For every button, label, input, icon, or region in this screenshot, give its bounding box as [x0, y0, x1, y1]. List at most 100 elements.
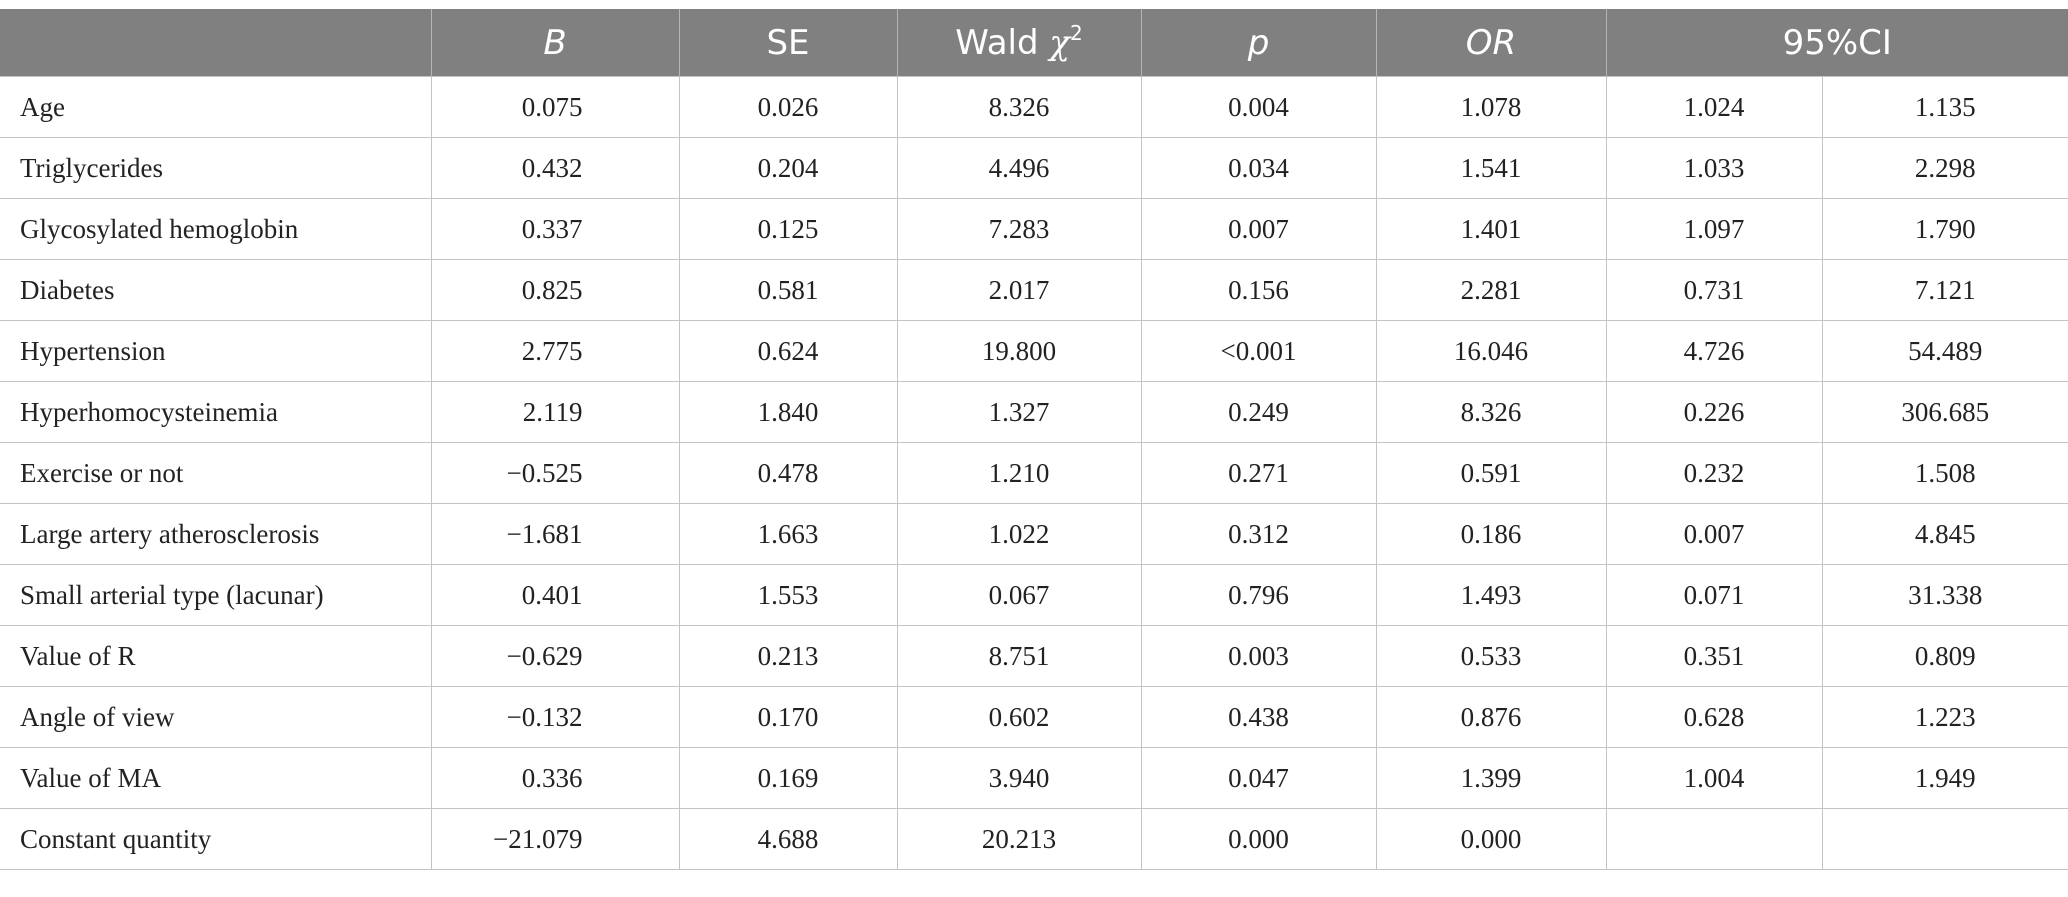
cell-se: 0.169 [678, 747, 898, 809]
header-wald-chi: χ [1049, 22, 1070, 63]
cell-se: 0.170 [678, 686, 898, 748]
cell-b: 0.075 [430, 76, 680, 138]
row-label: Glycosylated hemoglobin [0, 198, 432, 260]
row-label: Exercise or not [0, 442, 432, 504]
table-row: Value of MA 0.336 0.169 3.940 0.047 1.399 1.00… [0, 747, 2068, 809]
cell-wald: 8.326 [896, 76, 1142, 138]
cell-or: 1.399 [1375, 747, 1607, 809]
row-label: Angle of view [0, 686, 432, 748]
cell-wald: 1.210 [896, 442, 1142, 504]
row-label: Triglycerides [0, 137, 432, 199]
cell-p: 0.003 [1140, 625, 1377, 687]
cell-se: 0.213 [678, 625, 898, 687]
cell-wald: 3.940 [896, 747, 1142, 809]
header-ci: 95%CI [1606, 9, 2068, 77]
row-label: Constant quantity [0, 808, 432, 870]
table-row: Exercise or not −0.525 0.478 1.210 0.271 0.59… [0, 442, 2068, 504]
cell-wald: 8.751 [896, 625, 1142, 687]
cell-se: 0.204 [678, 137, 898, 199]
cell-se: 1.840 [678, 381, 898, 443]
header-or: OR [1376, 9, 1607, 77]
table-row: Angle of view −0.132 0.170 0.602 0.438 0.876 0… [0, 686, 2068, 748]
cell-b: 0.432 [430, 137, 680, 199]
cell-ci-high: 1.508 [1821, 442, 2068, 504]
row-label: Diabetes [0, 259, 432, 321]
header-b: B [431, 9, 680, 77]
cell-ci-low: 0.731 [1605, 259, 1823, 321]
row-label: Hyperhomocysteinemia [0, 381, 432, 443]
cell-ci-high: 1.223 [1821, 686, 2068, 748]
header-p: p [1141, 9, 1377, 77]
cell-p: 0.312 [1140, 503, 1377, 565]
cell-b: −0.629 [430, 625, 680, 687]
cell-or: 0.000 [1375, 808, 1607, 870]
header-wald-prefix: Wald [955, 22, 1050, 63]
row-label: Value of R [0, 625, 432, 687]
cell-wald: 2.017 [896, 259, 1142, 321]
row-label: Value of MA [0, 747, 432, 809]
row-label: Large artery atherosclerosis [0, 503, 432, 565]
cell-p: <0.001 [1140, 320, 1377, 382]
row-label: Small arterial type (lacunar) [0, 564, 432, 626]
cell-ci-low: 0.232 [1605, 442, 1823, 504]
cell-se: 0.624 [678, 320, 898, 382]
header-row: B SE Wald χ2 p OR 95%CI [0, 9, 2068, 77]
cell-ci-low: 0.628 [1605, 686, 1823, 748]
cell-wald: 1.022 [896, 503, 1142, 565]
cell-ci-low [1605, 808, 1823, 870]
cell-ci-high: 31.338 [1821, 564, 2068, 626]
cell-b: 2.119 [430, 381, 680, 443]
cell-se: 0.478 [678, 442, 898, 504]
cell-wald: 19.800 [896, 320, 1142, 382]
header-wald-sup: 2 [1070, 20, 1083, 45]
cell-ci-low: 0.226 [1605, 381, 1823, 443]
cell-p: 0.438 [1140, 686, 1377, 748]
cell-p: 0.007 [1140, 198, 1377, 260]
table-row: Triglycerides 0.432 0.204 4.496 0.034 1.541 1.… [0, 137, 2068, 199]
cell-or: 1.078 [1375, 76, 1607, 138]
cell-b: 2.775 [430, 320, 680, 382]
table-row: Glycosylated hemoglobin 0.337 0.125 7.283 0.… [0, 198, 2068, 260]
cell-se: 0.125 [678, 198, 898, 260]
table-row: Small arterial type (lacunar) 0.401 1.553 0… [0, 564, 2068, 626]
cell-b: −0.525 [430, 442, 680, 504]
cell-ci-low: 1.004 [1605, 747, 1823, 809]
cell-p: 0.796 [1140, 564, 1377, 626]
cell-b: −1.681 [430, 503, 680, 565]
cell-p: 0.034 [1140, 137, 1377, 199]
cell-ci-high: 1.135 [1821, 76, 2068, 138]
cell-ci-high: 7.121 [1821, 259, 2068, 321]
header-se: SE [679, 9, 898, 77]
table-row: Value of R −0.629 0.213 8.751 0.003 0.533 0.35… [0, 625, 2068, 687]
cell-ci-low: 1.033 [1605, 137, 1823, 199]
cell-wald: 0.067 [896, 564, 1142, 626]
cell-se: 1.663 [678, 503, 898, 565]
table-row: Hyperhomocysteinemia 2.119 1.840 1.327 0.249… [0, 381, 2068, 443]
table-body: Age 0.075 0.026 8.326 0.004 1.078 1.024 1.135 Tr… [0, 76, 2068, 870]
cell-b: −21.079 [430, 808, 680, 870]
table-row: Age 0.075 0.026 8.326 0.004 1.078 1.024 1.135 [0, 76, 2068, 138]
cell-or: 0.186 [1375, 503, 1607, 565]
cell-ci-high [1821, 808, 2068, 870]
cell-ci-low: 0.007 [1605, 503, 1823, 565]
cell-se: 1.553 [678, 564, 898, 626]
table-row: Hypertension 2.775 0.624 19.800 <0.001 16.046… [0, 320, 2068, 382]
cell-ci-high: 306.685 [1821, 381, 2068, 443]
cell-b: −0.132 [430, 686, 680, 748]
cell-b: 0.401 [430, 564, 680, 626]
header-wald: Wald χ2 [897, 9, 1142, 77]
cell-b: 0.336 [430, 747, 680, 809]
cell-b: 0.825 [430, 259, 680, 321]
table-row: Large artery atherosclerosis −1.681 1.663 1… [0, 503, 2068, 565]
cell-se: 4.688 [678, 808, 898, 870]
cell-or: 0.591 [1375, 442, 1607, 504]
cell-p: 0.000 [1140, 808, 1377, 870]
row-label: Hypertension [0, 320, 432, 382]
cell-wald: 4.496 [896, 137, 1142, 199]
cell-se: 0.026 [678, 76, 898, 138]
cell-wald: 7.283 [896, 198, 1142, 260]
header-label-column [0, 9, 432, 77]
cell-or: 8.326 [1375, 381, 1607, 443]
cell-p: 0.249 [1140, 381, 1377, 443]
cell-or: 1.493 [1375, 564, 1607, 626]
